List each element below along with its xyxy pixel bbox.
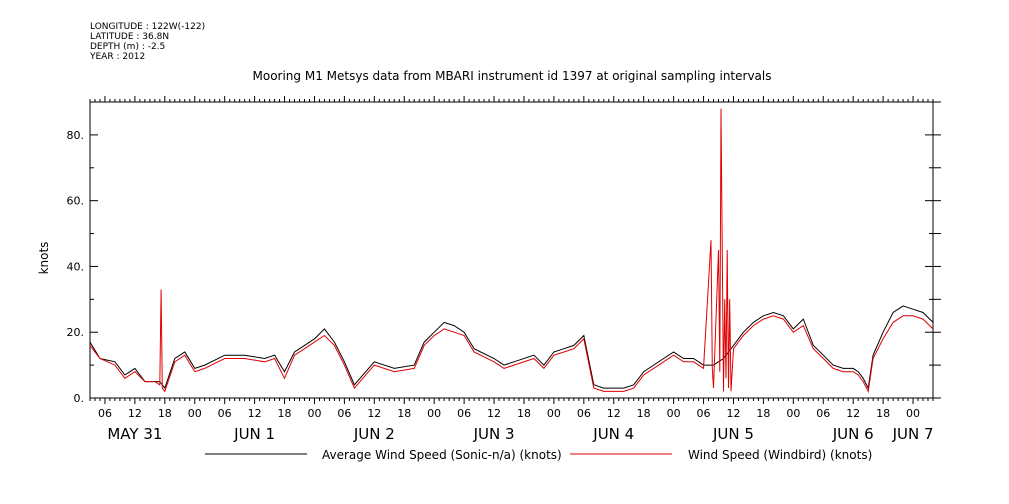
longitude-text: LONGITUDE : 122W(-122) bbox=[90, 22, 206, 32]
x-hour-tick-label: 06 bbox=[816, 407, 830, 420]
chart-title: Mooring M1 Metsys data from MBARI instru… bbox=[253, 69, 772, 83]
x-hour-tick-label: 12 bbox=[846, 407, 860, 420]
series-line-windbird bbox=[89, 108, 934, 394]
plot-axes: 06 12 18 00 06 12 18 00 06 12 18 00 06 12 18 00 06 12 18 00… bbox=[67, 96, 941, 443]
x-day-label: JUN 6 bbox=[832, 425, 874, 443]
y-tick-label: 40. bbox=[67, 260, 85, 273]
station-metadata: LONGITUDE : 122W(-122) LATITUDE : 36.8N … bbox=[90, 22, 205, 62]
x-hour-tick-label: 18 bbox=[158, 407, 172, 420]
x-day-label: JUN 4 bbox=[592, 425, 634, 443]
y-tick-label: 60. bbox=[67, 195, 85, 208]
x-day-label: JUN 5 bbox=[712, 425, 754, 443]
x-hour-tick-label: 12 bbox=[487, 407, 501, 420]
x-hour-tick-label: 18 bbox=[637, 407, 651, 420]
x-hour-tick-label: 18 bbox=[278, 407, 292, 420]
series-layer bbox=[89, 108, 934, 394]
series-line-sonic bbox=[89, 305, 934, 390]
x-day-label: JUN 3 bbox=[473, 425, 515, 443]
y-axis-label: knots bbox=[37, 242, 51, 275]
x-hour-tick-label: 06 bbox=[218, 407, 232, 420]
y-tick-label: 0. bbox=[74, 392, 85, 405]
x-hour-tick-label: 12 bbox=[607, 407, 621, 420]
x-hour-tick-label: 06 bbox=[98, 407, 112, 420]
x-hour-tick-label: 18 bbox=[397, 407, 411, 420]
depth-text: DEPTH (m) : -2.5 bbox=[90, 42, 166, 52]
x-hour-tick-label: 18 bbox=[517, 407, 531, 420]
x-hour-tick-label: 12 bbox=[248, 407, 262, 420]
x-hour-tick-label: 12 bbox=[367, 407, 381, 420]
x-day-label: JUN 7 bbox=[892, 425, 934, 443]
x-hour-tick-label: 06 bbox=[337, 407, 351, 420]
x-hour-tick-label: 18 bbox=[876, 407, 890, 420]
x-hour-tick-label: 12 bbox=[726, 407, 740, 420]
x-hour-tick-label: 18 bbox=[756, 407, 770, 420]
x-hour-tick-label: 00 bbox=[786, 407, 800, 420]
year-text: YEAR : 2012 bbox=[90, 52, 146, 62]
x-hour-tick-label: 12 bbox=[128, 407, 142, 420]
y-tick-label: 80. bbox=[67, 129, 85, 142]
x-day-label: MAY 31 bbox=[107, 425, 162, 443]
latitude-text: LATITUDE : 36.8N bbox=[90, 32, 170, 42]
x-hour-tick-label: 06 bbox=[577, 407, 591, 420]
x-hour-tick-label: 06 bbox=[457, 407, 471, 420]
x-hour-tick-label: 00 bbox=[547, 407, 561, 420]
y-tick-label: 20. bbox=[67, 326, 85, 339]
legend-label-windbird: Wind Speed (Windbird) (knots) bbox=[688, 448, 872, 462]
x-hour-tick-label: 00 bbox=[667, 407, 681, 420]
x-hour-tick-label: 00 bbox=[307, 407, 321, 420]
legend-label-sonic: Average Wind Speed (Sonic-n/a) (knots) bbox=[322, 448, 562, 462]
legend: Average Wind Speed (Sonic-n/a) (knots) W… bbox=[205, 448, 872, 462]
x-hour-tick-label: 00 bbox=[188, 407, 202, 420]
x-day-label: JUN 2 bbox=[353, 425, 395, 443]
x-day-label: JUN 1 bbox=[233, 425, 275, 443]
x-hour-tick-label: 06 bbox=[697, 407, 711, 420]
x-hour-tick-label: 00 bbox=[906, 407, 920, 420]
x-hour-tick-label: 00 bbox=[427, 407, 441, 420]
plot-frame bbox=[89, 101, 934, 399]
